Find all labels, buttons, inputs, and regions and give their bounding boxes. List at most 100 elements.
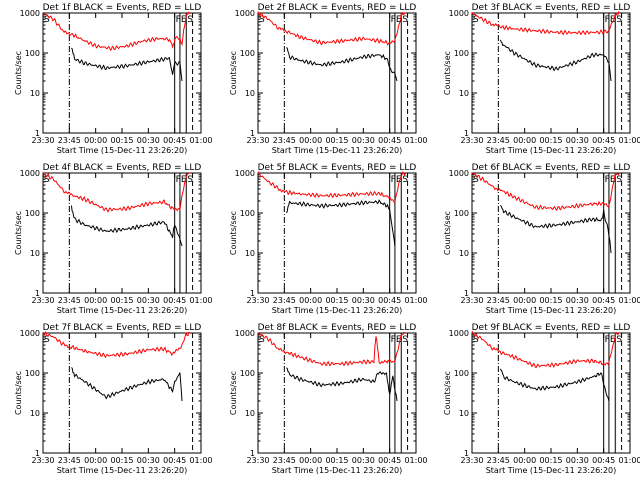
x-tick-label: 00:45 bbox=[592, 136, 615, 145]
x-tick-label: 23:45 bbox=[487, 136, 510, 145]
y-tick-label: 10 bbox=[245, 409, 255, 418]
panel-det-1: Det 1f BLACK = Events, RED = LLD 1 10 100 10… bbox=[14, 3, 213, 155]
y-axis-label: Counts/sec bbox=[14, 371, 23, 415]
y-axis-label: Counts/sec bbox=[443, 51, 452, 95]
series-line-lld bbox=[471, 10, 620, 36]
y-tick-label: 10 bbox=[245, 89, 255, 98]
y-tick-label: 100 bbox=[240, 49, 255, 58]
x-tick-label: 00:45 bbox=[163, 296, 186, 305]
x-tick-label: 00:00 bbox=[299, 296, 322, 305]
flag-label: F bbox=[391, 335, 396, 345]
y-axis-label: Counts/sec bbox=[14, 211, 23, 255]
x-tick-label: 01:00 bbox=[189, 456, 212, 465]
x-tick-label: 23:30 bbox=[246, 136, 269, 145]
panel-det-5: Det 5f BLACK = Events, RED = LLD 1 10 100 10… bbox=[229, 163, 428, 315]
y-axis-label: Counts/sec bbox=[14, 51, 23, 95]
flag-label: S bbox=[44, 175, 50, 185]
x-tick-label: 23:30 bbox=[246, 296, 269, 305]
x-tick-label: 00:45 bbox=[592, 456, 615, 465]
flag-label: F bbox=[391, 175, 396, 185]
y-axis-label: Counts/sec bbox=[229, 371, 238, 415]
panel-title: Det 8f BLACK = Events, RED = LLD bbox=[258, 323, 417, 333]
x-tick-label: 23:45 bbox=[273, 136, 296, 145]
x-tick-label: 00:45 bbox=[378, 136, 401, 145]
x-axis-label: Start Time (15-Dec-11 23:26:20) bbox=[57, 146, 188, 155]
y-tick-label: 1 bbox=[464, 129, 469, 138]
flag-label: S bbox=[187, 15, 193, 25]
series-line-events bbox=[286, 47, 398, 82]
x-tick-label: 00:45 bbox=[378, 456, 401, 465]
y-tick-label: 10 bbox=[245, 249, 255, 258]
x-tick-label: 00:30 bbox=[352, 456, 375, 465]
flag-label: F bbox=[605, 335, 610, 345]
series-line-lld bbox=[257, 11, 406, 46]
series-line-events bbox=[499, 39, 612, 82]
y-tick-label: 1 bbox=[250, 289, 255, 298]
series-line-events bbox=[499, 368, 610, 402]
flag-label: F bbox=[176, 175, 181, 185]
panel-title: Det 4f BLACK = Events, RED = LLD bbox=[43, 163, 202, 173]
x-tick-label: 01:00 bbox=[404, 296, 427, 305]
y-tick-label: 1 bbox=[250, 449, 255, 458]
y-tick-label: 10 bbox=[30, 249, 40, 258]
x-tick-label: 00:00 bbox=[513, 296, 536, 305]
panel-title: Det 6f BLACK = Events, RED = LLD bbox=[472, 163, 631, 173]
y-tick-label: 10 bbox=[459, 409, 469, 418]
flag-label: S bbox=[187, 175, 193, 185]
flag-label: E bbox=[396, 175, 402, 185]
panel-det-7: Det 7f BLACK = Events, RED = LLD 1 10 100 10… bbox=[14, 323, 213, 475]
x-tick-label: 00:00 bbox=[84, 296, 107, 305]
series-line-lld bbox=[42, 331, 191, 359]
x-tick-label: 00:00 bbox=[513, 136, 536, 145]
flag-label: E bbox=[610, 175, 616, 185]
x-tick-label: 00:00 bbox=[299, 136, 322, 145]
series-line-events bbox=[500, 204, 612, 254]
y-tick-label: 100 bbox=[454, 49, 469, 58]
flag-label: S bbox=[259, 15, 265, 25]
panel-title: Det 2f BLACK = Events, RED = LLD bbox=[258, 3, 417, 13]
flag-label: E bbox=[181, 175, 187, 185]
flag-label: S bbox=[402, 15, 408, 25]
y-tick-label: 1 bbox=[35, 449, 40, 458]
x-tick-label: 00:45 bbox=[163, 136, 186, 145]
y-tick-label: 1000 bbox=[235, 9, 255, 18]
x-tick-label: 23:45 bbox=[487, 296, 510, 305]
y-tick-label: 1000 bbox=[449, 169, 469, 178]
x-tick-label: 00:45 bbox=[592, 296, 615, 305]
x-tick-label: 23:45 bbox=[487, 456, 510, 465]
flag-label: E bbox=[181, 15, 187, 25]
y-tick-label: 1000 bbox=[235, 169, 255, 178]
flag-label: E bbox=[396, 335, 402, 345]
x-tick-label: 00:45 bbox=[163, 456, 186, 465]
panel-det-8: Det 8f BLACK = Events, RED = LLD 1 10 100 10… bbox=[229, 323, 428, 475]
x-tick-label: 00:30 bbox=[137, 136, 160, 145]
x-axis-label: Start Time (15-Dec-11 23:26:20) bbox=[272, 146, 403, 155]
flag-label: F bbox=[391, 15, 396, 25]
series-line-lld bbox=[42, 171, 191, 213]
panel-det-6: Det 6f BLACK = Events, RED = LLD 1 10 100 10… bbox=[443, 163, 640, 315]
x-tick-label: 00:15 bbox=[325, 296, 348, 305]
panel-det-3: Det 3f BLACK = Events, RED = LLD 1 10 100 10… bbox=[443, 3, 640, 155]
x-axis-label: Start Time (15-Dec-11 23:26:20) bbox=[486, 466, 617, 475]
x-tick-label: 23:30 bbox=[460, 296, 483, 305]
plot-frame bbox=[42, 332, 202, 454]
flag-label: S bbox=[402, 175, 408, 185]
y-tick-label: 1000 bbox=[20, 169, 40, 178]
series-line-events bbox=[70, 205, 183, 247]
y-tick-label: 100 bbox=[454, 209, 469, 218]
y-tick-label: 1000 bbox=[20, 329, 40, 338]
series-line-lld bbox=[471, 172, 620, 212]
flag-label: E bbox=[610, 335, 616, 345]
y-tick-label: 10 bbox=[459, 89, 469, 98]
series-line-events bbox=[285, 199, 396, 247]
x-tick-label: 00:00 bbox=[513, 456, 536, 465]
y-tick-label: 1 bbox=[464, 289, 469, 298]
x-axis-label: Start Time (15-Dec-11 23:26:20) bbox=[272, 306, 403, 315]
x-tick-label: 01:00 bbox=[618, 136, 640, 145]
x-tick-label: 01:00 bbox=[189, 136, 212, 145]
x-tick-label: 00:30 bbox=[566, 136, 589, 145]
x-tick-label: 00:15 bbox=[110, 456, 133, 465]
x-tick-label: 00:30 bbox=[352, 136, 375, 145]
y-axis-label: Counts/sec bbox=[229, 51, 238, 95]
